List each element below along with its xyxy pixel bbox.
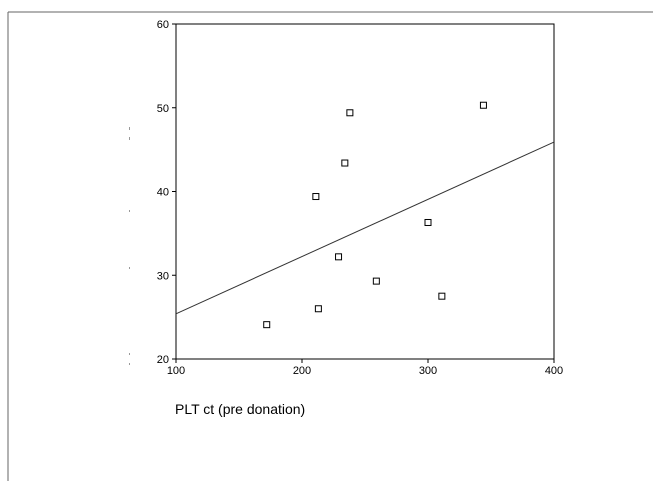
fit-line-layer	[175, 141, 555, 315]
x-tick-label: 400	[545, 365, 563, 377]
y-tick-label: 60	[157, 19, 169, 31]
y-tick-label: 40	[157, 187, 169, 199]
data-point	[346, 109, 354, 117]
regression-line	[175, 141, 555, 315]
x-tick-label: 300	[419, 365, 437, 377]
x-axis-title: PLT ct (pre donation)	[175, 401, 306, 417]
axis-ticks: 20 30 40 50 60 100 200 300 400	[157, 19, 563, 377]
data-point	[263, 321, 271, 329]
data-point	[372, 277, 380, 285]
data-point	[335, 253, 343, 261]
data-point	[438, 292, 446, 300]
y-tick-label: 30	[157, 270, 169, 282]
y-tick-label: 50	[157, 103, 169, 115]
x-tick-label: 200	[293, 365, 311, 377]
data-point	[479, 101, 487, 109]
stray-marks	[129, 127, 130, 365]
x-tick-label: 100	[167, 365, 185, 377]
plot-area	[175, 23, 555, 360]
data-points	[263, 101, 487, 329]
data-point	[341, 159, 349, 167]
y-tick-label: 20	[157, 354, 169, 366]
data-point	[424, 218, 432, 226]
data-point	[314, 305, 322, 313]
data-point	[312, 193, 320, 201]
